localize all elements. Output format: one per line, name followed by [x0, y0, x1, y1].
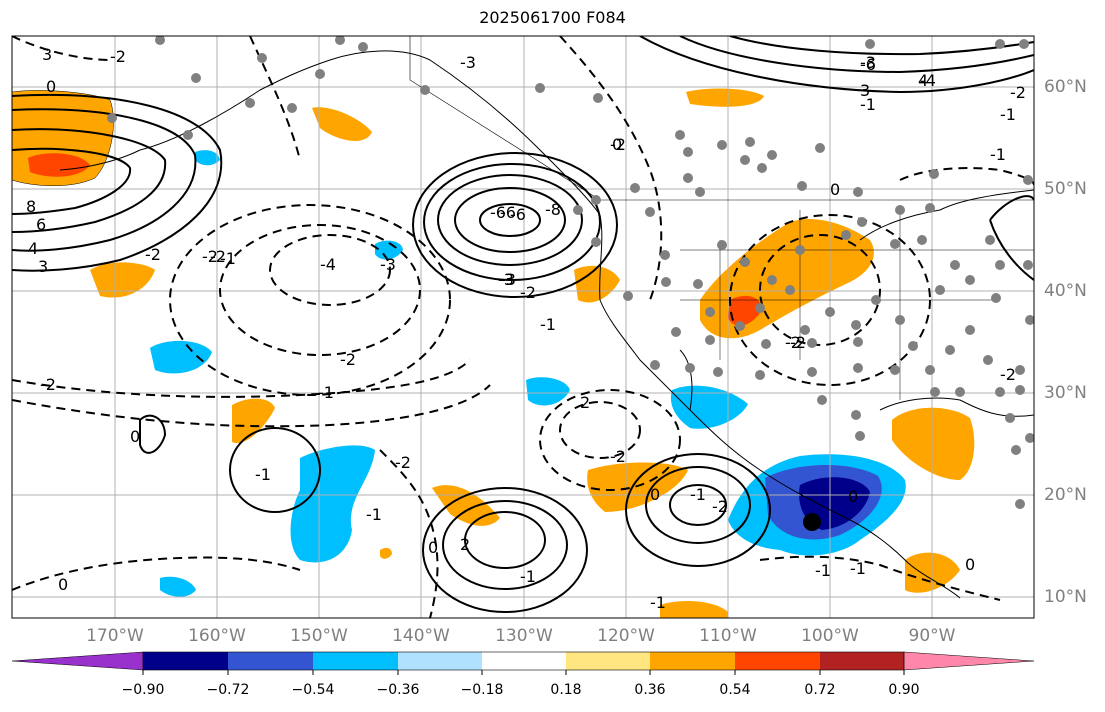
contour-label: -4: [920, 71, 936, 90]
contour-label: 0: [46, 77, 56, 96]
contour-label: -1: [815, 561, 831, 580]
contour-label: -2: [145, 245, 161, 264]
lon-label: 170°W: [86, 626, 144, 646]
contour-label: -2: [1010, 83, 1026, 102]
contour-label: -2: [210, 247, 226, 266]
lat-label: 50°N: [1044, 179, 1087, 199]
colorbar-tick-label: −0.36: [376, 682, 420, 698]
contour-label: -2: [610, 447, 626, 466]
contour-label: 0: [830, 180, 840, 199]
lon-label: 140°W: [392, 626, 450, 646]
dashed-contours: [12, 36, 1034, 618]
coastlines: [59, 36, 1034, 599]
contour-label: 0: [650, 485, 660, 504]
colorbar-tick-label: 0.72: [804, 682, 836, 698]
colorbar-tick-label: 0.36: [634, 682, 666, 698]
contour-label: -1: [540, 315, 556, 334]
lon-label: 90°W: [908, 626, 956, 646]
contour-label: -6: [510, 205, 526, 224]
lon-label: 120°W: [597, 626, 655, 646]
contour-labels: 3 0 -2 8 6 4 3 -2 -3 -6 -8 -6 -2 0 -2 -3…: [26, 45, 1026, 612]
contour-label: 0: [612, 135, 622, 154]
contour-label: -1: [990, 145, 1006, 164]
contour-label: 0: [428, 538, 438, 557]
contour-label: -2: [520, 283, 536, 302]
contour-label: 6: [36, 215, 46, 234]
contour-label: 2: [460, 535, 470, 554]
contour-label: -1: [366, 505, 382, 524]
marker-dot: [803, 513, 821, 531]
contour-label: -1: [650, 593, 666, 612]
contour-label: -2: [610, 135, 626, 154]
contour-label: -3: [860, 53, 876, 72]
contour-label: -2: [395, 453, 411, 472]
contour-label: 3: [38, 257, 48, 276]
contour-label: 8: [26, 197, 36, 216]
contour-label: 3: [860, 81, 870, 100]
lat-label: 10°N: [1044, 587, 1087, 607]
contour-label: -1: [850, 559, 866, 578]
lat-label: 60°N: [1044, 77, 1087, 97]
contour-label: -8: [545, 200, 561, 219]
colorbar: [11, 651, 1035, 675]
contour-label: 0: [965, 555, 975, 574]
colorbar-tick-label: −0.90: [121, 682, 165, 698]
colorbar-tick-label: 0.90: [888, 682, 920, 698]
colorbar-tick-label: 0.54: [719, 682, 751, 698]
lon-label: 160°W: [188, 626, 246, 646]
lon-label: 100°W: [801, 626, 859, 646]
contour-label: -1: [860, 95, 876, 114]
colorbar-tick-label: −0.54: [291, 682, 335, 698]
contour-label: -1: [1000, 105, 1016, 124]
colorbar-extend-min: [11, 651, 144, 671]
contour-label: -1: [520, 567, 536, 586]
contour-label: 3: [42, 45, 52, 64]
contour-label: 4: [918, 71, 928, 90]
contour-label: 4: [28, 239, 38, 258]
contour-label: -3: [380, 255, 396, 274]
map-title: 2025061700 F084: [479, 8, 626, 27]
contour-label: -1: [318, 383, 334, 402]
lat-label: 20°N: [1044, 485, 1087, 505]
colorbar-tick-label: 0.18: [550, 682, 582, 698]
lon-label: 110°W: [699, 626, 757, 646]
contour-label: -1: [255, 465, 271, 484]
colorbar-extend-max: [903, 651, 1035, 671]
contour-label: -2: [202, 247, 218, 266]
contour-label: -2: [110, 47, 126, 66]
grid-lines: [12, 36, 1034, 618]
solid-contours: [12, 36, 1034, 613]
contour-label: -6: [490, 203, 506, 222]
lat-label: 40°N: [1044, 281, 1087, 301]
colorbar-tick-label: −0.18: [460, 682, 504, 698]
contour-label: -2: [785, 333, 801, 352]
contour-label: -3: [498, 270, 514, 289]
contour-label: -2: [1000, 365, 1016, 384]
colorbar-tick-label: −0.72: [206, 682, 250, 698]
contour-label: 0: [848, 487, 858, 506]
lon-label: 150°W: [290, 626, 348, 646]
contour-label: -6: [860, 55, 876, 74]
contour-label: -1: [220, 249, 236, 268]
contour-label: -2: [340, 350, 356, 369]
contour-label: 0: [58, 575, 68, 594]
map-border: [11, 35, 1035, 619]
contour-label: -4: [320, 255, 336, 274]
contour-label: -2: [712, 497, 728, 516]
contour-label: -3: [500, 270, 516, 289]
contour-label: 0: [130, 427, 140, 446]
contour-label: -3: [460, 53, 476, 72]
lon-label: 130°W: [495, 626, 553, 646]
contour-label: -1: [690, 485, 706, 504]
contour-label: -2: [790, 333, 806, 352]
contour-label: -6: [500, 203, 516, 222]
contour-label: -2: [40, 375, 56, 394]
contour-label: 2: [580, 393, 590, 412]
lat-label: 30°N: [1044, 383, 1087, 403]
station-dots: [107, 36, 1034, 509]
